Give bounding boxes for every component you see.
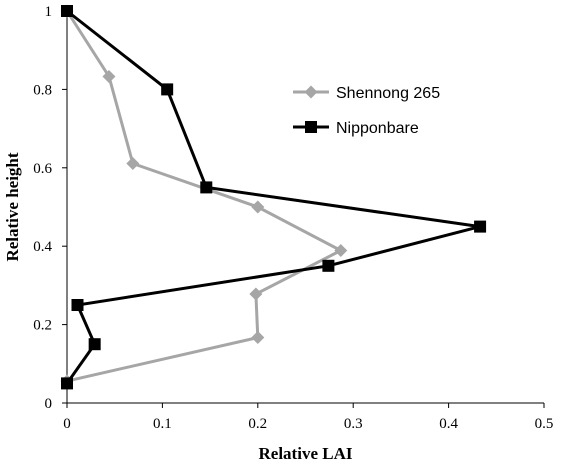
data-point — [161, 83, 174, 96]
y-tick-label: 0.8 — [33, 82, 52, 98]
x-tick-label: 0 — [63, 416, 71, 432]
legend-entry: Nipponbare — [293, 120, 419, 137]
data-point — [322, 259, 335, 272]
legend-marker — [305, 121, 317, 133]
x-tick-label: 0.2 — [248, 416, 267, 432]
series-line — [65, 10, 345, 383]
data-point — [61, 377, 73, 390]
x-tick-label: 0.3 — [344, 416, 363, 432]
series-shennong-265 — [60, 4, 348, 388]
data-point — [200, 181, 213, 194]
y-tick-label: 1 — [45, 4, 53, 20]
data-point — [251, 331, 265, 345]
series-nipponbare — [61, 5, 487, 390]
y-tick-label: 0.4 — [33, 239, 52, 255]
series-line — [65, 9, 481, 385]
x-axis-title: Relative LAI — [259, 444, 353, 463]
x-tick-label: 0.1 — [153, 416, 172, 432]
data-point — [102, 69, 116, 83]
data-point — [61, 5, 73, 17]
legend: Shennong 265 Nipponbare — [293, 85, 440, 137]
data-point — [249, 287, 263, 301]
legend-label: Nipponbare — [336, 120, 419, 137]
x-tick-label: 0.5 — [535, 416, 554, 432]
y-tick-label: 0.6 — [33, 161, 52, 177]
legend-entry: Shennong 265 — [293, 85, 440, 102]
data-point — [88, 338, 101, 351]
y-tick-label: 0 — [45, 396, 53, 412]
data-point — [126, 156, 140, 170]
data-point — [71, 299, 84, 311]
series-layer — [60, 4, 487, 390]
legend-marker — [304, 85, 318, 99]
data-point — [334, 244, 348, 258]
y-axis-title: Relative height — [3, 152, 22, 261]
axes: 0 0.1 0.2 0.3 0.4 0.5 0 0.2 0.4 0.6 0.8 1 — [33, 4, 553, 432]
data-point — [251, 200, 265, 214]
data-point — [474, 220, 487, 233]
legend-label: Shennong 265 — [336, 85, 440, 102]
y-tick-label: 0.2 — [33, 318, 52, 334]
x-tick-label: 0.4 — [439, 416, 458, 432]
